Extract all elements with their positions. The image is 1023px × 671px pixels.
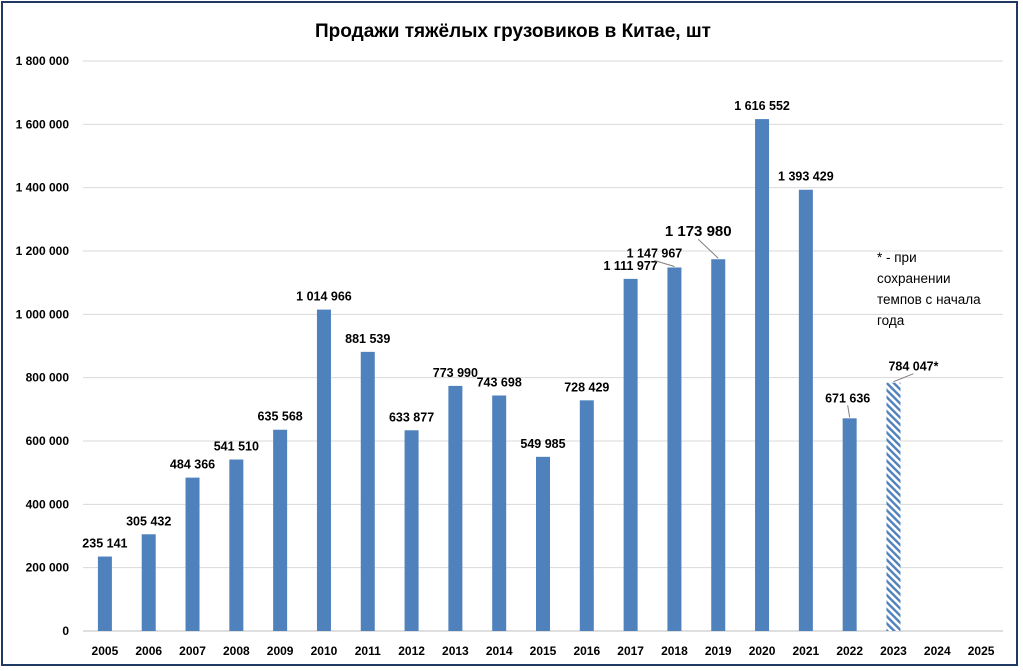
bar <box>229 459 244 631</box>
bar <box>842 418 857 631</box>
x-tick-label: 2005 <box>92 644 119 658</box>
data-label: 1 014 966 <box>296 290 352 304</box>
bar <box>579 400 594 631</box>
x-tick-label: 2020 <box>749 644 776 658</box>
data-label: 773 990 <box>433 366 478 380</box>
x-tick-label: 2013 <box>442 644 469 658</box>
x-tick-label: 2016 <box>573 644 600 658</box>
x-tick-label: 2023 <box>880 644 907 658</box>
y-tick-label: 800 000 <box>26 371 70 385</box>
bar-estimate <box>886 382 901 631</box>
bar <box>755 119 770 632</box>
bar <box>623 278 638 631</box>
data-label: 1 393 429 <box>778 170 834 184</box>
label-leader-line <box>654 259 675 267</box>
y-tick-label: 1 400 000 <box>16 181 70 195</box>
data-label: 305 432 <box>126 514 171 528</box>
estimate-note-line: года <box>877 313 905 328</box>
x-tick-label: 2022 <box>836 644 863 658</box>
y-tick-label: 0 <box>62 624 69 638</box>
data-label: 671 636 <box>825 391 870 405</box>
data-label: 1 111 977 <box>604 259 658 273</box>
y-tick-label: 600 000 <box>26 434 70 448</box>
x-tick-label: 2015 <box>530 644 557 658</box>
data-label: 484 366 <box>170 458 215 472</box>
x-tick-label: 2021 <box>793 644 820 658</box>
bar <box>448 385 463 631</box>
x-tick-label: 2009 <box>267 644 294 658</box>
x-tick-label: 2017 <box>617 644 644 658</box>
x-tick-label: 2024 <box>924 644 951 658</box>
label-leader-line <box>893 373 914 383</box>
y-tick-label: 1 200 000 <box>16 244 70 258</box>
estimate-note: * - при сохранении темпов с начала года <box>877 250 984 328</box>
data-label: 549 985 <box>520 437 565 451</box>
chart-title: Продажи тяжёлых грузовиков в Китае, шт <box>315 21 711 42</box>
label-leader-line <box>847 405 851 418</box>
bar <box>316 309 331 631</box>
y-tick-label: 200 000 <box>26 561 70 575</box>
data-label: 1 147 967 <box>627 246 683 260</box>
bars <box>97 119 901 632</box>
y-tick-label: 1 600 000 <box>16 117 70 131</box>
data-label: 633 877 <box>389 410 434 424</box>
bar-chart: Продажи тяжёлых грузовиков в Китае, шт 0… <box>16 21 1003 658</box>
bar <box>711 259 726 631</box>
bar <box>360 351 375 631</box>
data-label: 541 510 <box>214 440 259 454</box>
bar <box>141 534 156 631</box>
x-tick-label: 2010 <box>311 644 338 658</box>
x-tick-label: 2014 <box>486 644 513 658</box>
data-label: 784 047* <box>888 360 938 374</box>
data-label: 635 568 <box>258 410 303 424</box>
estimate-note-line: сохранении <box>877 271 951 286</box>
data-label: 743 698 <box>477 375 522 389</box>
label-leader-line <box>697 238 719 259</box>
x-tick-label: 2011 <box>355 644 381 658</box>
estimate-note-line: темпов с начала <box>877 292 981 307</box>
x-tick-label: 2012 <box>398 644 425 658</box>
y-tick-label: 1 800 000 <box>16 54 70 68</box>
x-tick-label: 2019 <box>705 644 732 658</box>
y-axis-ticks: 0 200 000 400 000 600 000 800 000 1 000 000 1 … <box>16 54 70 638</box>
bar <box>185 477 200 631</box>
data-label: 881 539 <box>345 332 390 346</box>
y-tick-label: 1 000 000 <box>16 307 70 321</box>
bar <box>273 429 288 631</box>
data-label: 1 616 552 <box>734 99 790 113</box>
bar <box>404 430 419 631</box>
x-tick-label: 2025 <box>968 644 995 658</box>
data-label: 728 429 <box>564 380 609 394</box>
data-label: 235 141 <box>82 537 127 551</box>
bar <box>492 395 507 631</box>
y-tick-label: 400 000 <box>26 497 70 511</box>
bar <box>667 267 682 631</box>
estimate-note-line: * - при <box>877 250 917 265</box>
x-tick-label: 2008 <box>223 644 250 658</box>
data-labels: 235 141 305 432 484 366 541 510 635 568 1 014… <box>82 99 938 550</box>
bar <box>798 189 813 631</box>
data-label: 1 173 980 <box>665 223 732 240</box>
x-tick-label: 2018 <box>661 644 688 658</box>
x-axis-ticks: 2005 2006 2007 2008 2009 2010 2011 2012 2013 2014… <box>92 644 995 658</box>
bar <box>97 556 112 631</box>
x-tick-label: 2006 <box>135 644 162 658</box>
bar <box>536 456 550 631</box>
x-tick-label: 2007 <box>179 644 206 658</box>
